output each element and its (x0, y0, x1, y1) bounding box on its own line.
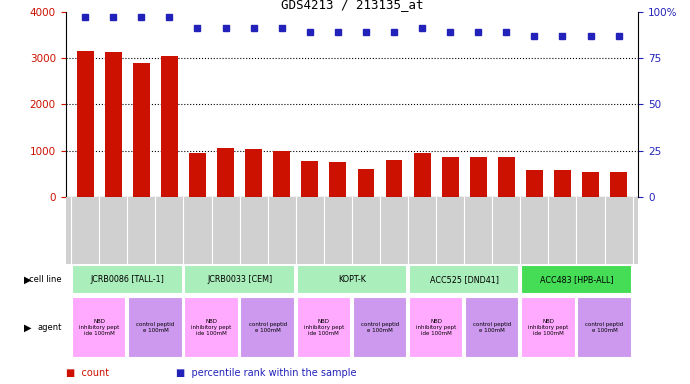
Text: JCRB0086 [TALL-1]: JCRB0086 [TALL-1] (90, 275, 164, 285)
Text: NBD
inhibitory pept
ide 100mM: NBD inhibitory pept ide 100mM (79, 319, 119, 336)
Bar (353, 297, 407, 358)
Bar (297, 265, 407, 295)
Text: cell line: cell line (30, 275, 62, 285)
Bar (578, 297, 632, 358)
Bar (217, 148, 234, 197)
Bar (329, 162, 346, 197)
Text: NBD
inhibitory pept
ide 100mM: NBD inhibitory pept ide 100mM (416, 319, 456, 336)
Text: ■  count: ■ count (66, 368, 109, 378)
Bar (409, 265, 520, 295)
Bar (357, 169, 375, 197)
Bar (409, 297, 464, 358)
Text: control peptid
e 100mM: control peptid e 100mM (361, 322, 399, 333)
Text: ACC525 [DND41]: ACC525 [DND41] (430, 275, 499, 285)
Bar (582, 172, 599, 197)
Text: JCRB0033 [CEM]: JCRB0033 [CEM] (207, 275, 273, 285)
Bar (498, 157, 515, 197)
Bar (297, 297, 351, 358)
Bar (105, 52, 121, 197)
Bar (133, 63, 150, 197)
Text: KOPT-K: KOPT-K (338, 275, 366, 285)
Text: control peptid
e 100mM: control peptid e 100mM (473, 322, 511, 333)
Text: agent: agent (38, 323, 62, 332)
Text: control peptid
e 100mM: control peptid e 100mM (585, 322, 624, 333)
Text: ▶: ▶ (24, 275, 31, 285)
Bar (554, 170, 571, 197)
Bar (273, 151, 290, 197)
Bar (189, 153, 206, 197)
Bar (240, 297, 295, 358)
Bar (184, 297, 239, 358)
Text: ACC483 [HPB-ALL]: ACC483 [HPB-ALL] (540, 275, 613, 285)
Text: ■  percentile rank within the sample: ■ percentile rank within the sample (176, 368, 357, 378)
Bar (161, 56, 178, 197)
Bar (521, 297, 575, 358)
Bar (77, 51, 94, 197)
Bar (128, 297, 183, 358)
Text: NBD
inhibitory pept
ide 100mM: NBD inhibitory pept ide 100mM (191, 319, 232, 336)
Bar (442, 157, 459, 197)
Bar (72, 297, 126, 358)
Bar (526, 170, 543, 197)
Bar (470, 157, 486, 197)
Text: ▶: ▶ (24, 322, 31, 333)
Bar (302, 161, 318, 197)
Title: GDS4213 / 213135_at: GDS4213 / 213135_at (281, 0, 423, 12)
Text: control peptid
e 100mM: control peptid e 100mM (136, 322, 175, 333)
Text: NBD
inhibitory pept
ide 100mM: NBD inhibitory pept ide 100mM (304, 319, 344, 336)
Bar (465, 297, 520, 358)
Bar (610, 172, 627, 197)
Text: NBD
inhibitory pept
ide 100mM: NBD inhibitory pept ide 100mM (529, 319, 569, 336)
Bar (184, 265, 295, 295)
Bar (386, 161, 402, 197)
Bar (414, 153, 431, 197)
Text: control peptid
e 100mM: control peptid e 100mM (248, 322, 287, 333)
Bar (245, 149, 262, 197)
Bar (72, 265, 183, 295)
Bar (521, 265, 632, 295)
